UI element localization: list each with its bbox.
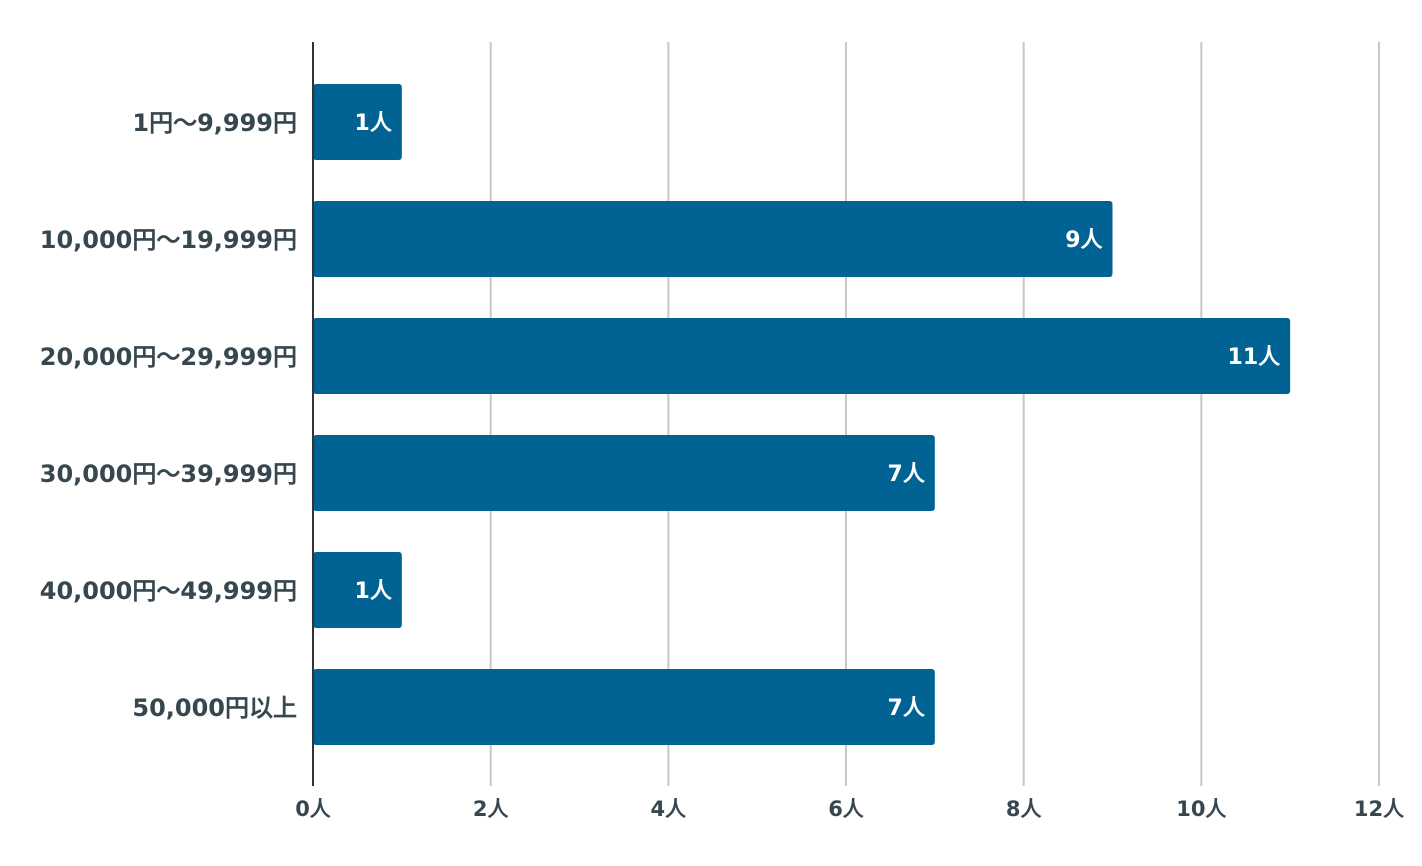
bar (313, 201, 1113, 277)
bar (313, 84, 402, 160)
bar-value-label: 9人 (1065, 228, 1102, 253)
bar (313, 669, 935, 745)
x-tick-label: 4人 (651, 797, 687, 821)
category-label: 10,000円〜19,999円 (40, 226, 297, 254)
bar-value-label: 1人 (355, 579, 392, 604)
bar-value-label: 1人 (355, 111, 392, 136)
grid-lines (489, 42, 1380, 786)
category-label: 40,000円〜49,999円 (40, 577, 297, 605)
x-tick-labels: 0人 2人 4人 6人 8人 10人 12人 (295, 797, 1404, 821)
x-tick-label: 0人 (295, 797, 331, 821)
category-labels: 1円〜9,999円 10,000円〜19,999円 20,000円〜29,999円 3… (40, 109, 297, 722)
category-label: 30,000円〜39,999円 (40, 460, 297, 488)
category-label: 1円〜9,999円 (132, 109, 297, 137)
bar (313, 318, 1291, 394)
category-label: 50,000円以上 (132, 694, 297, 722)
bar-value-label: 7人 (888, 462, 925, 487)
x-tick-label: 8人 (1006, 797, 1042, 821)
x-tick-label: 10人 (1176, 797, 1226, 821)
bar-value-label: 11人 (1228, 345, 1281, 370)
x-tick-label: 12人 (1354, 797, 1404, 821)
x-tick-label: 6人 (828, 797, 864, 821)
bar (313, 435, 935, 511)
bars: 1人 9人 11人 7人 1人 7人 (313, 84, 1291, 745)
bar (313, 552, 402, 628)
bar-value-label: 7人 (888, 696, 925, 721)
x-tick-label: 2人 (473, 797, 509, 821)
category-label: 20,000円〜29,999円 (40, 343, 297, 371)
